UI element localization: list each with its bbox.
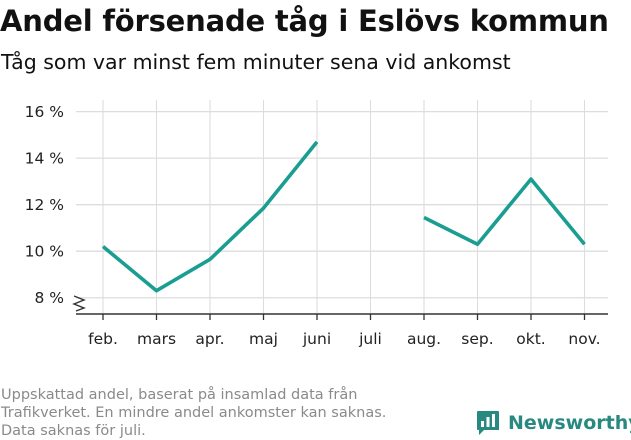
chart-subtitle: Tåg som var minst fem minuter sena vid a… [1,50,511,74]
source-note-line-2: Trafikverket. En mindre andel ankomster … [1,405,387,421]
axis-break-icon [72,295,86,312]
newsworthy-logo-icon [477,411,499,435]
x-tick-label: sep. [461,330,493,348]
x-tick-label: mars [137,330,176,348]
y-tick-label: 14 % [25,150,64,168]
series-line-segment [101,140,319,293]
series-lines [101,140,586,293]
axes [72,295,608,320]
x-tick-label: juli [358,330,382,348]
y-tick-label: 8 % [34,289,64,307]
x-tick-label: feb. [88,330,118,348]
x-tick-label: maj [249,330,278,348]
x-tick-label: aug. [407,330,441,348]
source-note-line-1: Uppskattad andel, baserat på insamlad da… [1,387,358,403]
y-tick-label: 16 % [25,103,64,121]
brand-name: Newsworthy [508,412,631,434]
source-note-line-3: Data saknas för juli. [1,423,146,439]
series-line-segment [423,177,586,247]
source-note: Uppskattad andel, baserat på insamlad da… [1,386,461,440]
x-tick-label: okt. [516,330,545,348]
x-tick-label: juni [302,330,331,348]
y-tick-label: 10 % [25,243,64,261]
x-tick-label: apr. [195,330,224,348]
y-tick-labels: 8 % 10 % 12 % 14 % 16 % [25,103,64,307]
y-tick-label: 12 % [25,196,64,214]
x-tick-labels: feb. mars apr. maj juni juli aug. sep. okt. nov. [88,330,600,348]
x-tick-label: nov. [568,330,600,348]
brand-logo: Newsworthy [476,408,631,438]
grid-lines [76,100,608,314]
chart-title: Andel försenade tåg i Eslövs kommun [0,4,609,38]
